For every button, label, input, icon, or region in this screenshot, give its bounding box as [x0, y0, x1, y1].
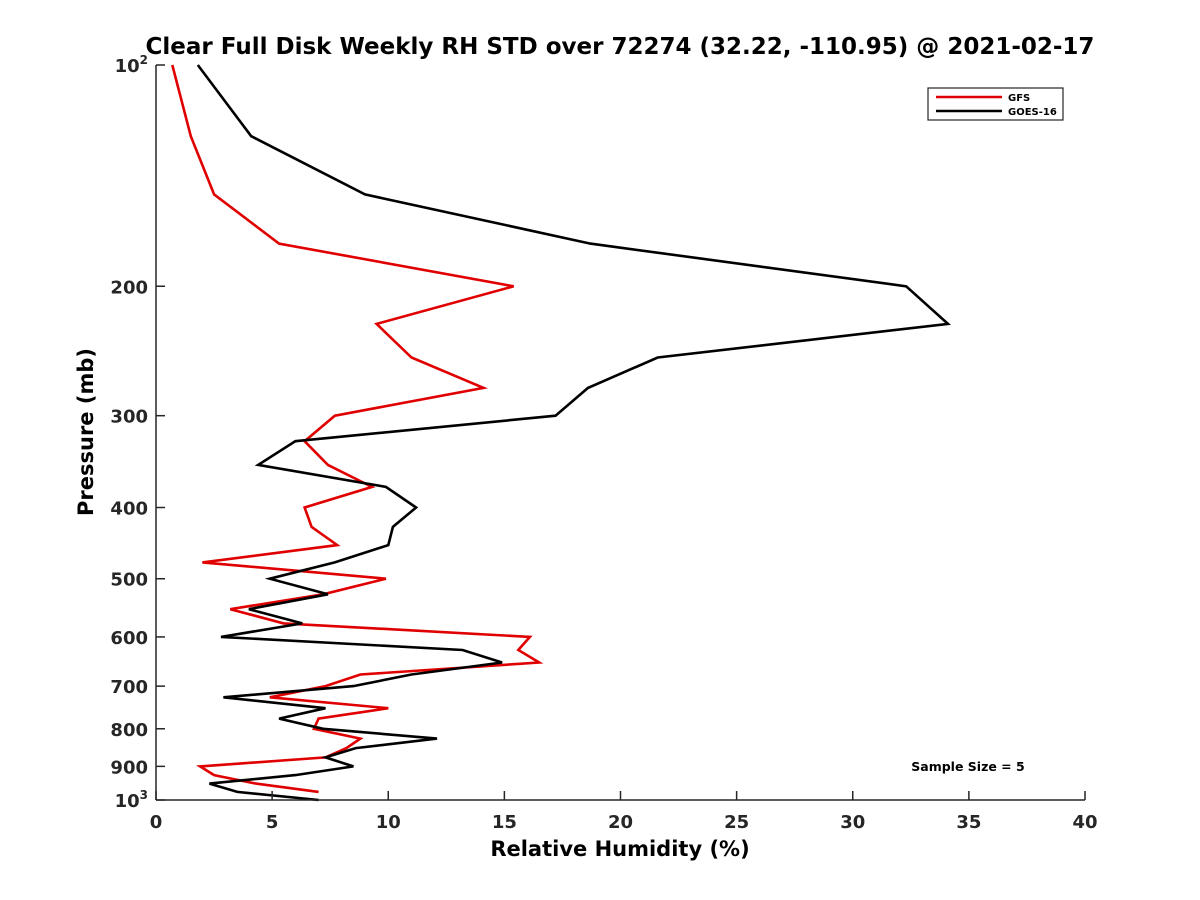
y-tick-label: 400 [110, 499, 148, 520]
x-axis-ticks: 0 5 10 15 20 25 30 35 40 [150, 791, 1098, 833]
legend-label-gfs: GFS [1008, 93, 1030, 104]
y-tick-label: 800 [110, 720, 148, 741]
x-axis-label: Relative Humidity (%) [490, 837, 749, 861]
x-tick-label: 20 [608, 812, 633, 833]
x-tick-label: 40 [1072, 812, 1097, 833]
y-tick-label: 102 [115, 53, 148, 77]
series-line-goes-16 [196, 64, 952, 802]
x-tick-label: 30 [840, 812, 865, 833]
legend: GFS GOES-16 [927, 87, 1064, 121]
x-tick-label: 25 [724, 812, 749, 833]
x-tick-label: 5 [266, 812, 279, 833]
y-tick-label: 900 [110, 757, 148, 778]
y-tick-label: 700 [110, 677, 148, 698]
y-tick-label: 500 [110, 570, 148, 591]
x-tick-label: 35 [956, 812, 981, 833]
chart-title: Clear Full Disk Weekly RH STD over 72274… [146, 34, 1095, 60]
x-tick-label: 10 [376, 812, 401, 833]
sample-size-annotation: Sample Size = 5 [911, 759, 1024, 774]
y-tick-label: 600 [110, 628, 148, 649]
legend-label-goes-16: GOES-16 [1008, 107, 1057, 118]
y-axis-ticks: 102 200 300 400 500 600 700 800 900 103 [110, 53, 165, 812]
legend-box [927, 87, 1064, 121]
series-line-gfs [171, 64, 544, 794]
y-axis-label: Pressure (mb) [74, 348, 98, 516]
x-tick-label: 15 [492, 812, 517, 833]
y-tick-label: 103 [115, 788, 148, 812]
y-tick-label: 300 [110, 407, 148, 428]
y-tick-label: 200 [110, 277, 148, 298]
x-tick-label: 0 [150, 812, 163, 833]
series-layer [171, 64, 952, 802]
plot-area: 0 5 10 15 20 25 30 35 40 102 200 300 400 500 600 700 80… [110, 53, 1097, 833]
